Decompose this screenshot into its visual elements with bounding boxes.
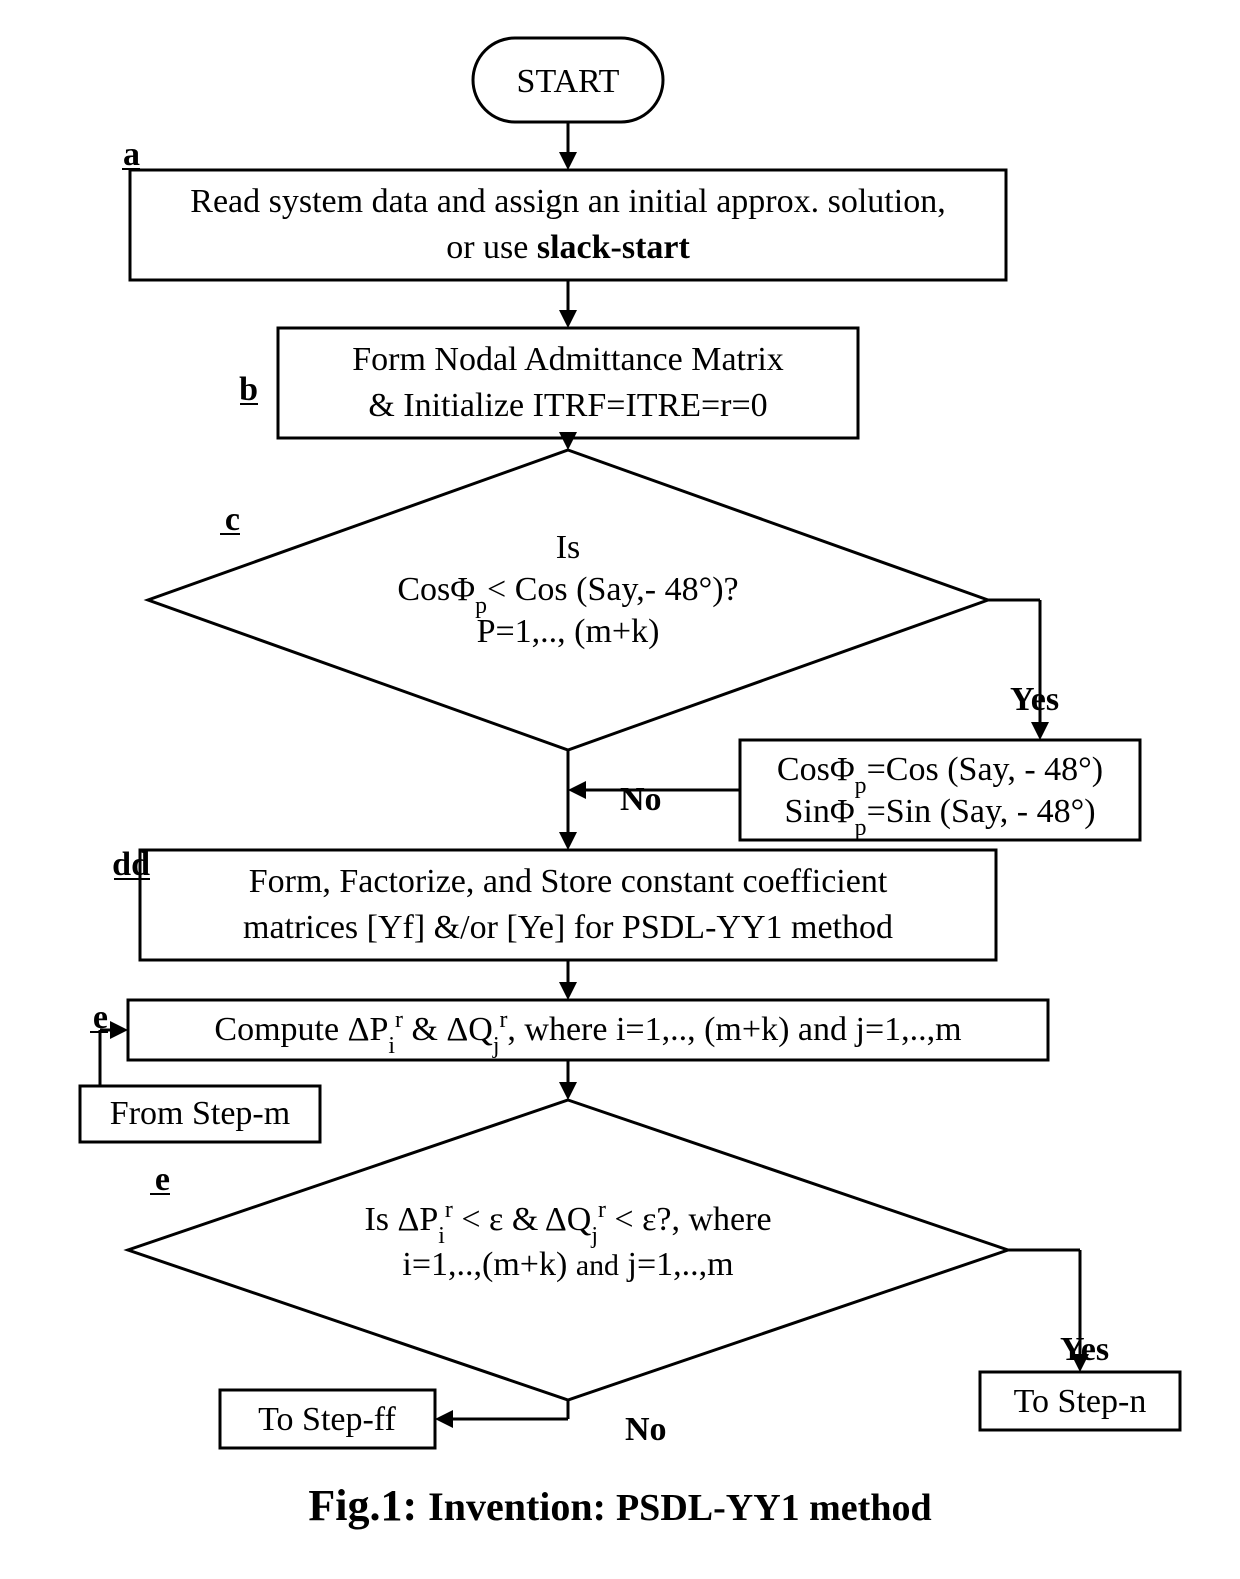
svg-text:dd: dd [112,846,150,883]
svg-text:Form Nodal Admittance Matrix: Form Nodal Admittance Matrix [352,341,784,378]
svg-text:a: a [123,136,140,173]
svg-text:matrices [Yf] &/or [Ye] for PS: matrices [Yf] &/or [Ye] for PSDL-YY1 met… [243,909,893,946]
svg-text:Form, Factorize, and Store con: Form, Factorize, and Store constant coef… [249,863,888,900]
start-node: START [517,63,620,100]
svg-text:No: No [625,1411,667,1448]
svg-text:i=1,..,(m+k) and j=1,..,m: i=1,..,(m+k) and j=1,..,m [402,1246,733,1283]
svg-text:b: b [239,371,258,408]
flowchart: START a Read system data and assign an ini… [0,0,1240,1579]
svg-text:e: e [155,1161,170,1198]
svg-text:Is: Is [556,529,581,566]
svg-text:To Step-n: To Step-n [1014,1383,1147,1420]
svg-text:Yes: Yes [1010,681,1059,718]
svg-text:& Initialize ITRF=ITRE=r=0: & Initialize ITRF=ITRE=r=0 [368,387,767,424]
figure-caption: Fig.1: Invention: PSDL-YY1 method [308,1481,931,1530]
svg-text:or use slack-start: or use slack-start [446,229,690,266]
svg-text:From Step-m: From Step-m [110,1095,290,1132]
svg-text:c: c [225,501,240,538]
svg-text:Yes: Yes [1060,1331,1109,1368]
svg-text:Read system data and assign an: Read system data and assign an initial a… [190,183,945,220]
svg-text:To Step-ff: To Step-ff [258,1401,396,1438]
svg-text:P=1,.., (m+k): P=1,.., (m+k) [477,613,660,650]
svg-text:No: No [620,781,662,818]
